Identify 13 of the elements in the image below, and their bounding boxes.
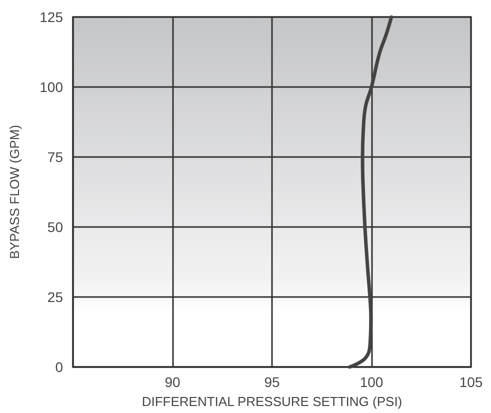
y-tick-label: 100	[40, 79, 64, 95]
y-tick-label: 50	[47, 219, 64, 235]
x-axis-title: DIFFERENTIAL PRESSURE SETTING (PSI)	[142, 394, 402, 409]
y-tick-label: 0	[55, 359, 64, 375]
x-tick-label: 105	[459, 374, 483, 390]
line-series	[348, 15, 394, 369]
y-tick-label: 25	[47, 289, 64, 305]
y-tick-label: 125	[40, 9, 64, 25]
x-tick-label: 100	[360, 374, 384, 390]
y-axis-title: BYPASS FLOW (GPM)	[7, 124, 22, 260]
x-tick-label: 90	[164, 374, 180, 390]
x-tick-label: 95	[264, 374, 280, 390]
y-tick-label: 75	[47, 149, 64, 165]
